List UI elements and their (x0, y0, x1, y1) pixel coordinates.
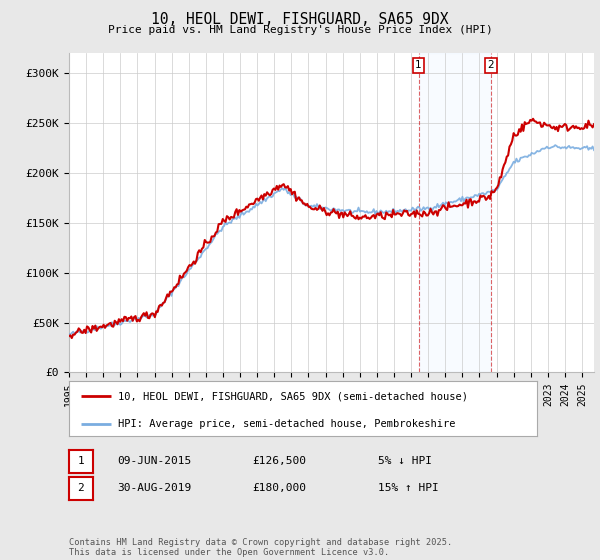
Text: 5% ↓ HPI: 5% ↓ HPI (378, 456, 432, 466)
Text: 2: 2 (77, 483, 85, 493)
Text: 09-JUN-2015: 09-JUN-2015 (117, 456, 191, 466)
Text: £126,500: £126,500 (252, 456, 306, 466)
Text: 1: 1 (415, 60, 422, 70)
Text: 1: 1 (77, 456, 85, 466)
Text: HPI: Average price, semi-detached house, Pembrokeshire: HPI: Average price, semi-detached house,… (118, 419, 455, 428)
Text: 15% ↑ HPI: 15% ↑ HPI (378, 483, 439, 493)
Text: 2: 2 (487, 60, 494, 70)
Text: 10, HEOL DEWI, FISHGUARD, SA65 9DX (semi-detached house): 10, HEOL DEWI, FISHGUARD, SA65 9DX (semi… (118, 391, 468, 401)
Text: Price paid vs. HM Land Registry's House Price Index (HPI): Price paid vs. HM Land Registry's House … (107, 25, 493, 35)
Text: 10, HEOL DEWI, FISHGUARD, SA65 9DX: 10, HEOL DEWI, FISHGUARD, SA65 9DX (151, 12, 449, 27)
Text: 30-AUG-2019: 30-AUG-2019 (117, 483, 191, 493)
Bar (419, 53, 491, 372)
Text: £180,000: £180,000 (252, 483, 306, 493)
Text: Contains HM Land Registry data © Crown copyright and database right 2025.
This d: Contains HM Land Registry data © Crown c… (69, 538, 452, 557)
